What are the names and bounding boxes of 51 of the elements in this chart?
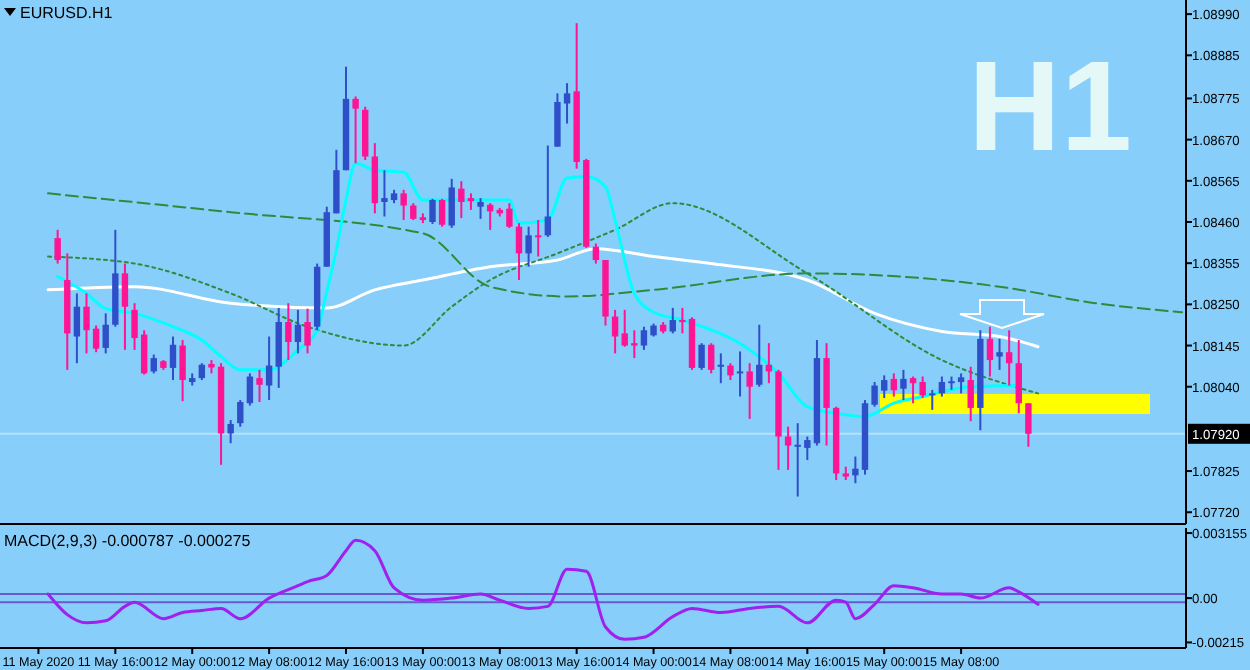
candlestick <box>285 302 292 362</box>
candlestick <box>448 177 455 229</box>
candlestick <box>400 188 407 222</box>
candlestick <box>438 197 446 228</box>
candlestick <box>429 197 436 225</box>
candlestick <box>756 323 763 388</box>
candlestick <box>698 342 705 371</box>
candlestick <box>150 353 157 375</box>
candlestick <box>256 368 263 404</box>
candlestick <box>669 306 676 335</box>
candlestick <box>611 308 619 355</box>
candlestick <box>525 225 532 268</box>
candlestick <box>535 219 542 258</box>
candlestick <box>929 388 936 411</box>
candlestick <box>362 105 369 162</box>
candlestick <box>736 350 744 398</box>
candlestick <box>179 339 186 403</box>
candlestick <box>265 335 273 402</box>
candlestick <box>275 306 282 389</box>
candlestick <box>477 197 484 220</box>
annotation: H1 <box>968 34 1132 178</box>
candlestick <box>237 399 244 428</box>
candlestick <box>294 308 302 355</box>
candlestick <box>227 419 234 445</box>
candlestick <box>352 95 359 165</box>
candlestick <box>102 312 109 355</box>
candlestick <box>967 365 974 423</box>
chart-title: MACD(2,9,3) -0.000787 -0.000275 <box>4 532 252 550</box>
candlestick <box>996 337 1003 371</box>
candlestick <box>73 292 81 365</box>
candlestick <box>304 307 311 355</box>
candlestick <box>544 144 552 238</box>
line-series <box>46 247 1040 349</box>
candlestick <box>54 228 61 265</box>
candlestick <box>784 425 792 471</box>
candlestick <box>169 335 177 382</box>
candlestick <box>708 342 715 375</box>
candlestick <box>890 372 898 398</box>
candlestick <box>986 325 994 378</box>
candlestick <box>246 372 254 407</box>
candlestick <box>515 222 523 282</box>
candlestick <box>717 352 725 385</box>
candlestick <box>371 142 379 215</box>
candlestick <box>1015 339 1022 415</box>
candlestick <box>900 368 907 402</box>
candlestick <box>592 242 600 265</box>
candlestick <box>1005 329 1013 387</box>
candlestick <box>121 262 129 351</box>
candlestick <box>1025 402 1032 448</box>
candlestick <box>746 362 753 420</box>
chart-title: EURUSD.H1 <box>20 4 114 22</box>
